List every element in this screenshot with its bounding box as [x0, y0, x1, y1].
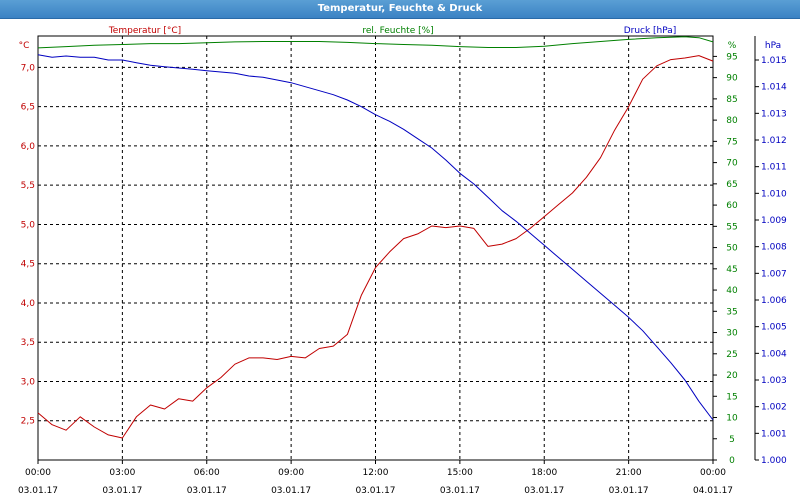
series-labels: Temperatur [°C] rel. Feuchte [%] Druck [hP… — [108, 26, 676, 36]
right-axis-tick-label: 1.013 — [761, 109, 787, 119]
x-tick-label-time: 09:00 — [278, 468, 304, 478]
right-axis-tick-label: 1.001 — [761, 429, 787, 439]
right-axis-unit: hPa — [765, 41, 781, 51]
middle-axis-tick-label: 55 — [726, 222, 737, 232]
x-tick-label-date: 03.01.17 — [440, 486, 480, 496]
x-tick-label-date: 03.01.17 — [355, 486, 395, 496]
middle-axis-tick-label: 65 — [726, 180, 737, 190]
right-axis-tick-label: 1.015 — [761, 56, 787, 66]
x-tick-label-time: 00:00 — [700, 468, 726, 478]
right-axis-tick-label: 1.003 — [761, 376, 787, 386]
x-tick-label-time: 06:00 — [194, 468, 220, 478]
left-axis-tick-label: 5,5 — [21, 181, 35, 191]
x-tick-label-date: 03.01.17 — [524, 486, 564, 496]
series-label-middle: rel. Feuchte [%] — [362, 26, 433, 36]
right-axis-tick-label: 1.004 — [761, 349, 787, 359]
middle-axis-tick-label: 5 — [729, 435, 735, 445]
x-tick-label-time: 15:00 — [447, 468, 473, 478]
series-line-middle — [37, 36, 714, 49]
window-titlebar: Temperatur, Feuchte & Druck — [0, 0, 800, 19]
left-axis-tick-label: 6,5 — [21, 103, 35, 113]
left-axis-tick-label: 5,0 — [21, 220, 36, 230]
series-line-left — [37, 55, 714, 439]
right-axis-tick-label: 1.002 — [761, 403, 787, 413]
series-lines — [37, 36, 714, 439]
left-axis-tick-label: 4,0 — [21, 299, 36, 309]
middle-axis-tick-label: 70 — [726, 159, 738, 169]
middle-axis-tick-label: 60 — [726, 201, 738, 211]
series-line-right — [37, 54, 714, 421]
right-axis-tick-label: 1.012 — [761, 136, 787, 146]
right-axis-tick-label: 1.010 — [761, 189, 787, 199]
right-axis-tick-label: 1.011 — [761, 163, 787, 173]
x-tick-label-date: 03.01.17 — [187, 486, 227, 496]
x-tick-label-date: 03.01.17 — [271, 486, 311, 496]
middle-axis-tick-label: 40 — [726, 286, 738, 296]
left-axis-tick-label: 6,0 — [21, 142, 36, 152]
x-tick-label-date: 03.01.17 — [102, 486, 142, 496]
middle-axis-tick-label: 95 — [726, 52, 737, 62]
middle-axis-unit: % — [728, 41, 737, 51]
right-axis-tick-label: 1.005 — [761, 323, 787, 333]
middle-axis-tick-label: 90 — [726, 74, 738, 84]
middle-axis-tick-label: 30 — [726, 329, 738, 339]
x-tick-label-date: 04.01.17 — [693, 486, 733, 496]
series-label-right: Druck [hPa] — [624, 26, 677, 36]
middle-axis-tick-label: 75 — [726, 137, 737, 147]
window-title: Temperatur, Feuchte & Druck — [317, 3, 483, 14]
x-tick-label-time: 18:00 — [531, 468, 557, 478]
x-tick-label-time: 00:00 — [25, 468, 51, 478]
left-axis-tick-label: 3,0 — [21, 377, 36, 387]
middle-axis-tick-label: 35 — [726, 307, 737, 317]
middle-axis-tick-label: 15 — [726, 392, 737, 402]
left-axis-tick-label: 7,0 — [21, 63, 36, 73]
x-tick-label-time: 21:00 — [616, 468, 642, 478]
middle-axis-tick-label: 85 — [726, 95, 737, 105]
middle-axis-tick-label: 0 — [729, 456, 735, 466]
middle-axis-tick-label: 45 — [726, 265, 737, 275]
right-axis-tick-label: 1.006 — [761, 296, 787, 306]
right-axis-tick-label: 1.000 — [761, 456, 787, 466]
series-label-left: Temperatur [°C] — [108, 26, 181, 36]
right-axis-tick-label: 1.008 — [761, 243, 787, 253]
axes: 00:00 03.01.17 03:00 03.01.17 06:00 03.01.17 0… — [18, 36, 787, 496]
right-axis-tick-label: 1.009 — [761, 216, 787, 226]
grid-lines — [38, 36, 713, 460]
left-axis-tick-label: 4,5 — [21, 260, 35, 270]
middle-axis-tick-label: 20 — [726, 371, 738, 381]
x-tick-label-date: 03.01.17 — [18, 486, 58, 496]
middle-axis-tick-label: 50 — [726, 244, 738, 254]
left-axis-unit: °C — [19, 41, 30, 51]
left-axis-tick-label: 3,5 — [21, 338, 35, 348]
x-tick-label-date: 03.01.17 — [609, 486, 649, 496]
left-axis-tick-label: 2,5 — [21, 417, 35, 427]
middle-axis-tick-label: 25 — [726, 350, 737, 360]
middle-axis-tick-label: 10 — [726, 414, 738, 424]
x-tick-label-time: 12:00 — [363, 468, 389, 478]
right-axis-tick-label: 1.014 — [761, 83, 787, 93]
right-axis-tick-label: 1.007 — [761, 269, 787, 279]
x-tick-label-time: 03:00 — [109, 468, 135, 478]
middle-axis-tick-label: 80 — [726, 116, 738, 126]
